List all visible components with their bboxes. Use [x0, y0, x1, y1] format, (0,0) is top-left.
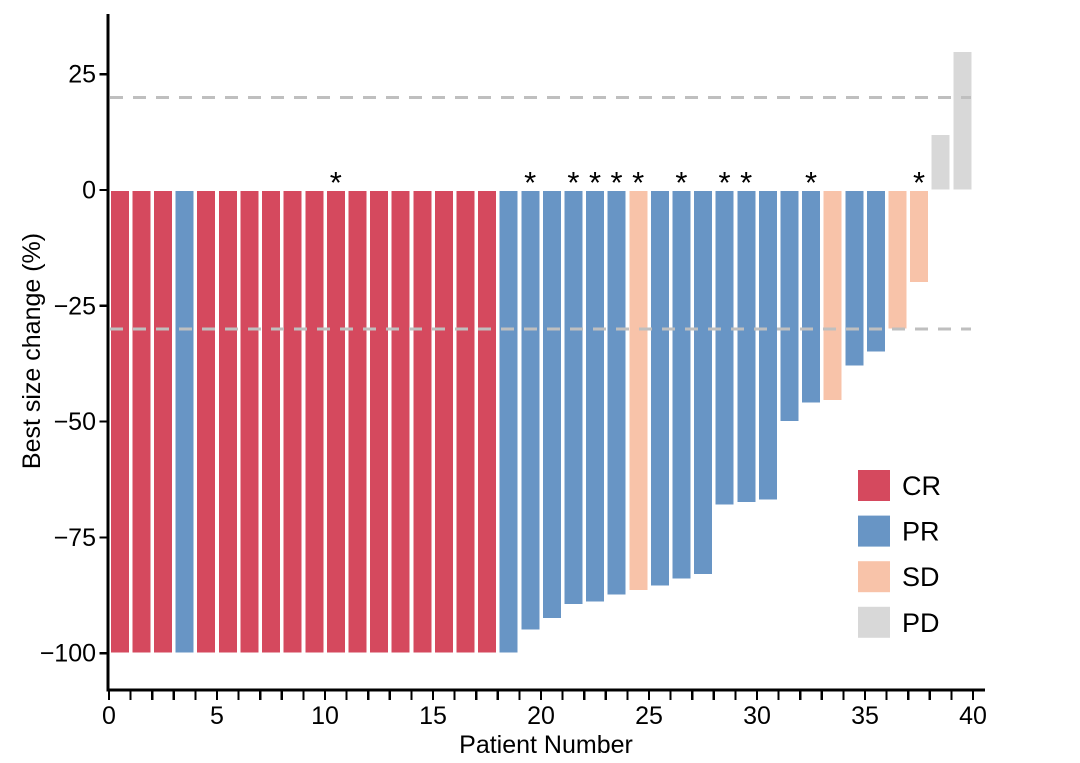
- y-tick-label-25: 25: [68, 61, 96, 89]
- legend-label-cr: CR: [902, 471, 941, 501]
- bar-patient-25-sd: [627, 189, 649, 592]
- bar-patient-17-cr: [454, 189, 476, 654]
- bar-patient-26-pr: [649, 189, 671, 587]
- legend-swatch-sd: [858, 561, 890, 593]
- bar-patient-38-sd: [908, 189, 930, 284]
- bar-patient-13-cr: [368, 189, 390, 654]
- bar-patient-19-pr: [498, 189, 520, 654]
- y-tick-label-0: 0: [82, 177, 96, 205]
- bar-patient-23-pr: [584, 189, 606, 603]
- significance-star-patient-20: *: [524, 165, 536, 200]
- bar-patient-31-pr: [757, 189, 779, 502]
- bar-patient-4-pr: [174, 189, 196, 654]
- x-tick-label-0: 0: [102, 702, 116, 730]
- significance-star-patient-25: *: [632, 165, 644, 200]
- bar-patient-30-pr: [735, 189, 757, 504]
- bar-patient-8-cr: [260, 189, 282, 654]
- y-tick-label--75: −75: [54, 524, 96, 552]
- y-axis-ticks-group: 25 0 −25 −50 −75 −100: [40, 61, 107, 668]
- bar-patient-16-cr: [433, 189, 455, 654]
- bar-patient-24-pr: [606, 189, 628, 597]
- bar-patient-27-pr: [670, 189, 692, 580]
- legend-swatch-pd: [858, 606, 890, 638]
- legend-label-sd: SD: [902, 562, 940, 592]
- bar-patient-9-cr: [282, 189, 304, 654]
- bar-patient-14-cr: [390, 189, 412, 654]
- y-tick-label--50: −50: [54, 408, 96, 436]
- bar-patient-1-cr: [109, 189, 131, 654]
- bar-patient-18-cr: [476, 189, 498, 654]
- bar-patient-28-pr: [692, 189, 714, 576]
- significance-star-patient-24: *: [611, 165, 623, 200]
- legend-label-pr: PR: [902, 517, 940, 547]
- x-tick-label-25: 25: [635, 702, 663, 730]
- significance-star-patient-38: *: [913, 165, 925, 200]
- bar-patient-32-pr: [778, 189, 800, 423]
- significance-star-patient-23: *: [589, 165, 601, 200]
- bar-patient-22-pr: [562, 189, 584, 606]
- legend: CR PR SD PD: [858, 470, 941, 638]
- x-tick-label-10: 10: [311, 702, 339, 730]
- bar-patient-39-pd: [930, 133, 952, 191]
- reference-lines-group: [110, 95, 971, 331]
- x-tick-label-40: 40: [959, 702, 987, 730]
- bar-patient-7-cr: [238, 189, 260, 654]
- bar-patient-15-cr: [411, 189, 433, 654]
- bar-patient-34-sd: [822, 189, 844, 402]
- bar-patient-21-pr: [541, 189, 563, 620]
- significance-markers-group: * * * * * * * * * * *: [330, 165, 925, 200]
- significance-star-patient-22: *: [567, 165, 579, 200]
- legend-swatch-cr: [858, 470, 890, 501]
- x-tick-label-20: 20: [527, 702, 555, 730]
- significance-star-patient-33: *: [805, 165, 817, 200]
- bar-patient-5-cr: [195, 189, 217, 654]
- bar-patient-20-pr: [519, 189, 541, 631]
- bar-patient-36-pr: [865, 189, 887, 353]
- y-axis-title: Best size change (%): [18, 233, 46, 469]
- x-tick-label-15: 15: [419, 702, 447, 730]
- bar-patient-40-pd: [951, 50, 973, 191]
- bar-patient-6-cr: [217, 189, 239, 654]
- bar-patient-35-pr: [843, 189, 865, 367]
- legend-label-pd: PD: [902, 608, 940, 638]
- y-tick-label--100: −100: [40, 640, 96, 668]
- x-tick-label-5: 5: [210, 702, 224, 730]
- bar-patient-12-cr: [346, 189, 368, 654]
- significance-star-patient-27: *: [675, 165, 687, 200]
- bar-patient-11-cr: [325, 189, 347, 654]
- significance-star-patient-30: *: [740, 165, 752, 200]
- y-tick-label--25: −25: [54, 292, 96, 320]
- legend-swatch-pr: [858, 515, 890, 547]
- bar-patient-33-pr: [800, 189, 822, 404]
- bar-patient-37-sd: [886, 189, 908, 330]
- x-axis-title: Patient Number: [459, 731, 633, 759]
- bars-group: [109, 50, 973, 654]
- significance-star-patient-29: *: [719, 165, 731, 200]
- bar-patient-3-cr: [152, 189, 174, 654]
- x-tick-label-30: 30: [743, 702, 771, 730]
- x-tick-label-35: 35: [851, 702, 879, 730]
- bar-patient-29-pr: [714, 189, 736, 506]
- bar-patient-10-cr: [303, 189, 325, 654]
- x-axis-ticks-group: 0 5 10 15 20 25 30 35 40: [102, 691, 987, 730]
- significance-star-patient-11: *: [330, 165, 342, 200]
- bar-patient-2-cr: [130, 189, 152, 654]
